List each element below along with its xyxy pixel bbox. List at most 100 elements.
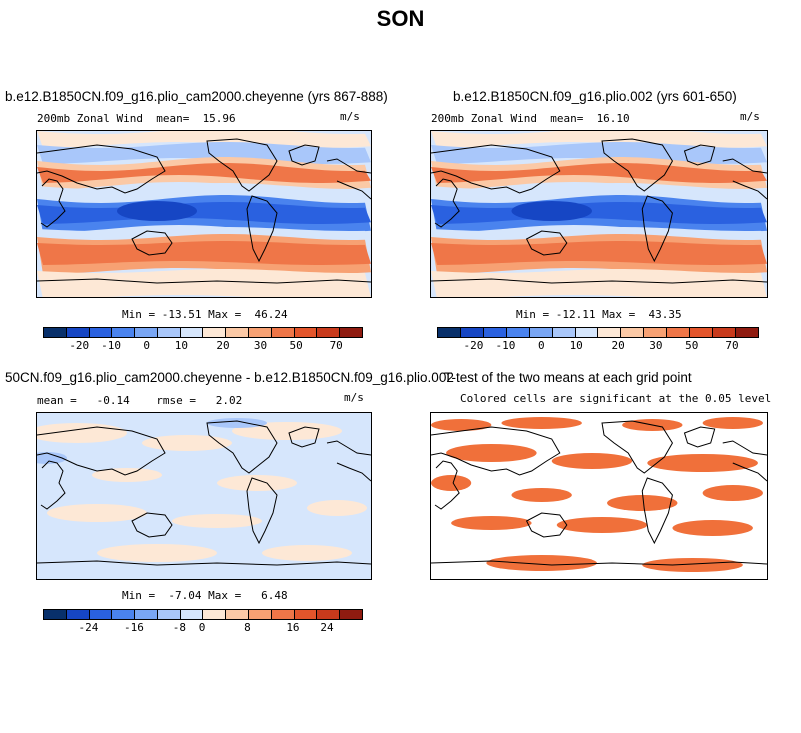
colorbar-tick: 50 <box>289 339 303 352</box>
difference-positive-region <box>97 544 217 562</box>
colorbar-swatch <box>112 328 136 337</box>
colorbar-tick: 16 <box>286 621 300 634</box>
coastline <box>732 462 767 482</box>
colorbar-tick: 0 <box>143 339 150 352</box>
colorbar-swatch <box>66 610 90 619</box>
difference-stats: mean = -0.14 rmse = 2.02 <box>37 394 243 407</box>
colorbar-swatch <box>157 610 181 619</box>
colorbar-tick: 70 <box>329 339 343 352</box>
significant-region <box>642 558 743 572</box>
significant-region <box>486 555 597 571</box>
colorbar-tick: 10 <box>174 339 188 352</box>
colorbar-swatch <box>552 328 576 337</box>
field-band <box>37 202 371 224</box>
field-band <box>37 142 371 164</box>
colorbar-swatch <box>340 328 362 337</box>
case1-map <box>36 130 372 298</box>
coastline <box>206 138 278 192</box>
colorbar-swatch <box>340 610 362 619</box>
significant-region <box>672 520 753 536</box>
colorbar-tick: 8 <box>244 621 251 634</box>
field-band <box>37 163 371 183</box>
coastline <box>601 420 674 474</box>
case2-colorbar-ticks: -20 -10 0 10 20 30 50 70 <box>437 339 757 353</box>
colorbar-tick: 24 <box>320 621 334 634</box>
coastline <box>40 178 66 228</box>
coastline <box>37 144 166 194</box>
significant-region <box>501 417 582 429</box>
case1-colorbar-ticks: -20 -10 0 10 20 30 50 70 <box>43 339 361 353</box>
ttest-title: T-test of the two means at each grid poi… <box>444 370 692 385</box>
colorbar-tick: -16 <box>124 621 144 634</box>
coastline <box>601 138 674 192</box>
colorbar-swatch <box>226 328 250 337</box>
difference-positive-region <box>307 500 367 516</box>
difference-units: m/s <box>344 391 364 404</box>
coastline <box>131 512 173 538</box>
colorbar-swatch <box>66 328 90 337</box>
coastline <box>288 426 320 448</box>
coastline <box>37 426 166 476</box>
significant-region <box>607 495 678 511</box>
ttest-map <box>430 412 768 580</box>
colorbar-tick: 50 <box>685 339 699 352</box>
colorbar-swatch <box>180 328 204 337</box>
field-band <box>431 269 767 297</box>
difference-negative-region <box>207 418 267 428</box>
coastline <box>206 420 278 474</box>
case1-map-svg <box>37 131 371 297</box>
coastline <box>246 477 278 545</box>
difference-negative-region <box>37 452 67 464</box>
case1-units: m/s <box>340 110 360 123</box>
colorbar-tick: 70 <box>725 339 739 352</box>
colorbar-swatch <box>135 610 158 619</box>
field-band <box>431 131 767 148</box>
colorbar-swatch <box>690 328 714 337</box>
colorbar-swatch <box>317 610 341 619</box>
significant-region <box>556 517 648 533</box>
ttest-subtitle: Colored cells are significant at the 0.0… <box>460 392 772 405</box>
coastline <box>37 560 371 566</box>
colorbar-swatch <box>89 328 113 337</box>
colorbar-swatch <box>735 328 758 337</box>
field-minimum <box>117 201 197 221</box>
colorbar-tick: 10 <box>569 339 583 352</box>
colorbar-tick: -20 <box>69 339 90 352</box>
case2-min-max: Min = -12.11 Max = 43.35 <box>516 308 682 321</box>
case2-colorbar <box>437 327 759 338</box>
significant-region <box>551 453 633 469</box>
difference-min-max: Min = -7.04 Max = 6.48 <box>122 589 288 602</box>
difference-colorbar-ticks: -24 -16 -8 0 8 16 24 <box>43 621 361 635</box>
significant-region <box>702 417 763 429</box>
colorbar-swatch <box>317 328 341 337</box>
difference-positive-region <box>217 475 297 491</box>
colorbar-swatch <box>294 328 318 337</box>
case2-map <box>430 130 768 298</box>
colorbar-swatch <box>294 610 318 619</box>
field-band <box>431 241 767 265</box>
colorbar-swatch <box>135 328 158 337</box>
field-band <box>37 227 371 239</box>
ttest-map-svg <box>431 417 767 572</box>
colorbar-tick: 20 <box>611 339 625 352</box>
colorbar-swatch <box>271 610 295 619</box>
colorbar-swatch <box>438 328 461 337</box>
colorbar-swatch <box>644 328 668 337</box>
case1-min-max: Min = -13.51 Max = 46.24 <box>122 308 288 321</box>
difference-map-svg <box>37 413 371 579</box>
colorbar-tick: -20 <box>463 339 484 352</box>
coastline <box>326 158 371 174</box>
coastline <box>525 512 568 538</box>
colorbar-tick: 0 <box>198 621 206 634</box>
significant-region <box>431 475 472 491</box>
field-band <box>431 183 767 202</box>
coastline <box>641 477 673 545</box>
coastline <box>434 460 460 510</box>
significant-region <box>511 488 572 502</box>
significant-region <box>647 454 758 472</box>
difference-title: 50CN.f09_g16.plio_cam2000.cheyenne - b.e… <box>5 370 454 385</box>
coastline <box>722 158 767 174</box>
case2-units: m/s <box>740 110 760 123</box>
colorbar-swatch <box>621 328 645 337</box>
difference-positive-region <box>47 504 147 522</box>
